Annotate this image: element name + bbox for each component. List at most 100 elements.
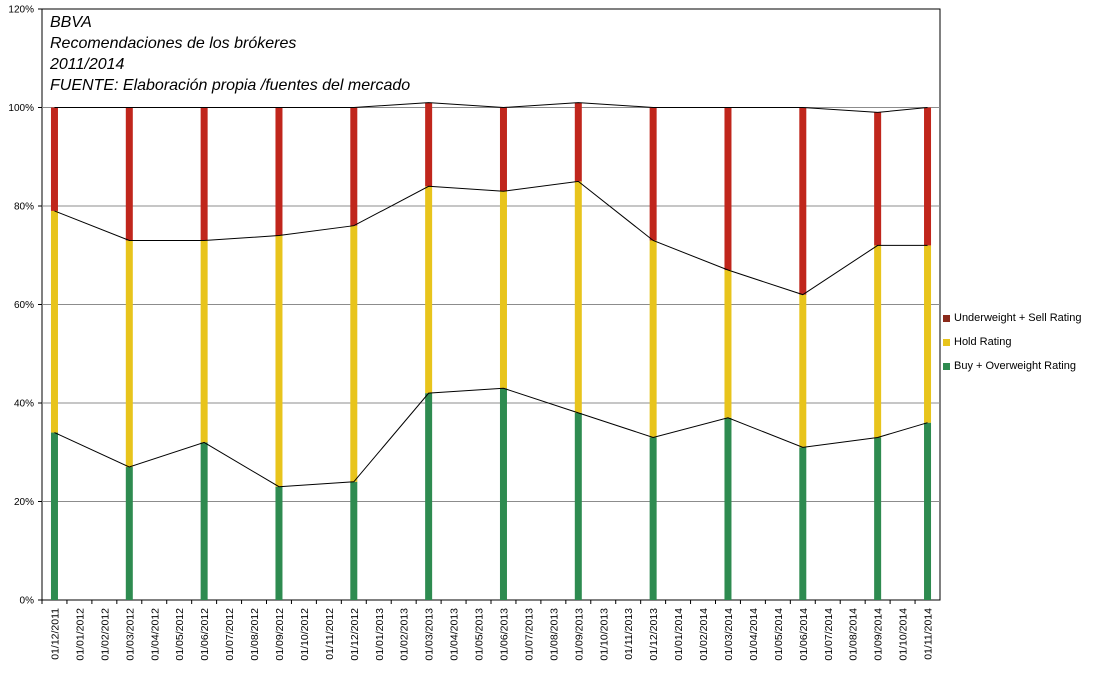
x-tick-label: 01/02/2014 <box>698 608 710 661</box>
x-tick-label: 01/10/2012 <box>299 608 311 661</box>
title-line-4: FUENTE: Elaboración propia /fuentes del … <box>50 77 411 94</box>
y-tick-label: 60% <box>14 300 34 311</box>
y-tick-label: 80% <box>14 202 34 213</box>
bar-segment-buy <box>649 437 657 600</box>
x-tick-label: 01/06/2014 <box>798 608 810 661</box>
x-tick-label: 01/03/2014 <box>723 608 735 661</box>
bar-segment-sell <box>50 107 58 211</box>
legend-swatch-hold <box>943 338 950 346</box>
bar-segment-hold <box>200 240 208 443</box>
bar-segment-hold <box>574 181 582 413</box>
bar-segment-buy <box>425 393 433 600</box>
bar-segment-hold <box>50 210 58 433</box>
legend-swatch-buy <box>943 362 950 370</box>
bar-segment-sell <box>874 112 882 246</box>
x-tick-label: 01/03/2012 <box>124 608 136 661</box>
x-tick-label: 01/08/2012 <box>249 608 261 661</box>
y-axis: 0% 20% 40% 60% 80% 100% 120% <box>8 5 42 607</box>
legend-item-buy: Buy + Overweight Rating <box>943 354 1082 378</box>
legend-label-buy: Buy + Overweight Rating <box>954 360 1076 372</box>
x-tick-label: 01/08/2014 <box>848 608 860 661</box>
legend-item-sell: Underweight + Sell Rating <box>943 306 1082 330</box>
x-tick-label: 01/11/2013 <box>623 608 635 660</box>
x-tick-label: 01/05/2014 <box>773 608 785 661</box>
bar-segment-hold <box>275 235 283 487</box>
bar-segment-sell <box>350 107 358 226</box>
bar-segment-sell <box>924 107 932 246</box>
bar-segment-sell <box>799 107 807 295</box>
y-tick-label: 120% <box>8 5 34 16</box>
bar-segment-buy <box>275 486 283 600</box>
x-tick-label: 01/01/2013 <box>374 608 386 661</box>
bar-segment-hold <box>874 245 882 438</box>
x-tick-label: 01/12/2013 <box>648 608 660 661</box>
x-tick-label: 01/06/2013 <box>498 608 510 661</box>
bar-segment-sell <box>200 107 208 241</box>
chart-title: BBVA Recomendaciones de los brókeres 201… <box>50 12 410 96</box>
x-tick-label: 01/10/2014 <box>898 608 910 661</box>
x-tick-label: 01/01/2012 <box>74 608 86 661</box>
boundary-line-1 <box>54 180 928 296</box>
bar-segment-buy <box>574 412 582 600</box>
title-line-2: Recomendaciones de los brókeres <box>50 35 297 52</box>
bar-segment-buy <box>874 437 882 600</box>
bar-segment-hold <box>649 240 657 438</box>
bar-segment-buy <box>50 432 58 600</box>
bar-segment-buy <box>350 481 358 600</box>
x-tick-label: 01/02/2012 <box>99 608 111 661</box>
bar-segment-hold <box>350 225 358 482</box>
x-tick-label: 01/07/2013 <box>523 608 535 661</box>
bar-segment-buy <box>724 417 732 600</box>
x-tick-label: 01/11/2012 <box>324 608 336 660</box>
bar-segment-hold <box>125 240 133 468</box>
legend-item-hold: Hold Rating <box>943 330 1082 354</box>
title-line-3: 2011/2014 <box>50 56 125 73</box>
bar-segment-sell <box>574 102 582 182</box>
legend: Underweight + Sell Rating Hold Rating Bu… <box>943 306 1082 378</box>
x-tick-label: 01/09/2012 <box>274 608 286 661</box>
y-tick-label: 100% <box>8 103 34 114</box>
bar-segment-sell <box>275 107 283 236</box>
x-tick-label: 01/05/2012 <box>174 608 186 661</box>
title-line-1: BBVA <box>50 14 92 31</box>
bar-segment-hold <box>724 270 732 418</box>
bar-segment-buy <box>799 447 807 600</box>
bar-segment-hold <box>924 245 932 423</box>
x-tick-label: 01/04/2013 <box>449 608 461 661</box>
bar-segment-sell <box>125 107 133 241</box>
x-tick-label: 01/07/2012 <box>224 608 236 661</box>
legend-label-sell: Underweight + Sell Rating <box>954 312 1082 324</box>
x-tick-label: 01/03/2013 <box>424 608 436 661</box>
x-tick-label: 01/11/2014 <box>923 608 935 660</box>
x-tick-label: 01/05/2013 <box>474 608 486 661</box>
boundary-lines <box>54 102 928 488</box>
bar-segment-sell <box>649 107 657 241</box>
bar-segment-sell <box>724 107 732 271</box>
x-tick-label: 01/06/2012 <box>199 608 211 661</box>
x-tick-label: 01/09/2013 <box>573 608 585 661</box>
x-axis: 01/12/2011 01/01/2012 01/02/2012 01/03/2012… <box>41 600 935 661</box>
x-tick-label: 01/08/2013 <box>548 608 560 661</box>
y-tick-label: 20% <box>14 497 34 508</box>
boundary-line-0 <box>54 387 928 488</box>
x-tick-label: 01/04/2014 <box>748 608 760 661</box>
bar-segment-hold <box>499 191 507 389</box>
bar-segment-buy <box>125 467 133 600</box>
bars <box>50 102 932 600</box>
y-tick-label: 40% <box>14 399 34 410</box>
bar-segment-hold <box>425 186 433 394</box>
bar-segment-buy <box>499 388 507 600</box>
y-tick-label: 0% <box>20 596 35 607</box>
x-tick-label: 01/04/2012 <box>149 608 161 661</box>
bar-segment-sell <box>499 107 507 192</box>
bar-segment-sell <box>425 102 433 187</box>
legend-swatch-sell <box>943 314 950 322</box>
boundary-line-2 <box>54 102 928 113</box>
bar-segment-buy <box>200 442 208 600</box>
x-tick-label: 01/01/2014 <box>673 608 685 661</box>
x-tick-label: 01/10/2013 <box>598 608 610 661</box>
bar-segment-buy <box>924 422 932 600</box>
x-tick-label: 01/07/2014 <box>823 608 835 661</box>
x-tick-label: 01/12/2012 <box>349 608 361 661</box>
